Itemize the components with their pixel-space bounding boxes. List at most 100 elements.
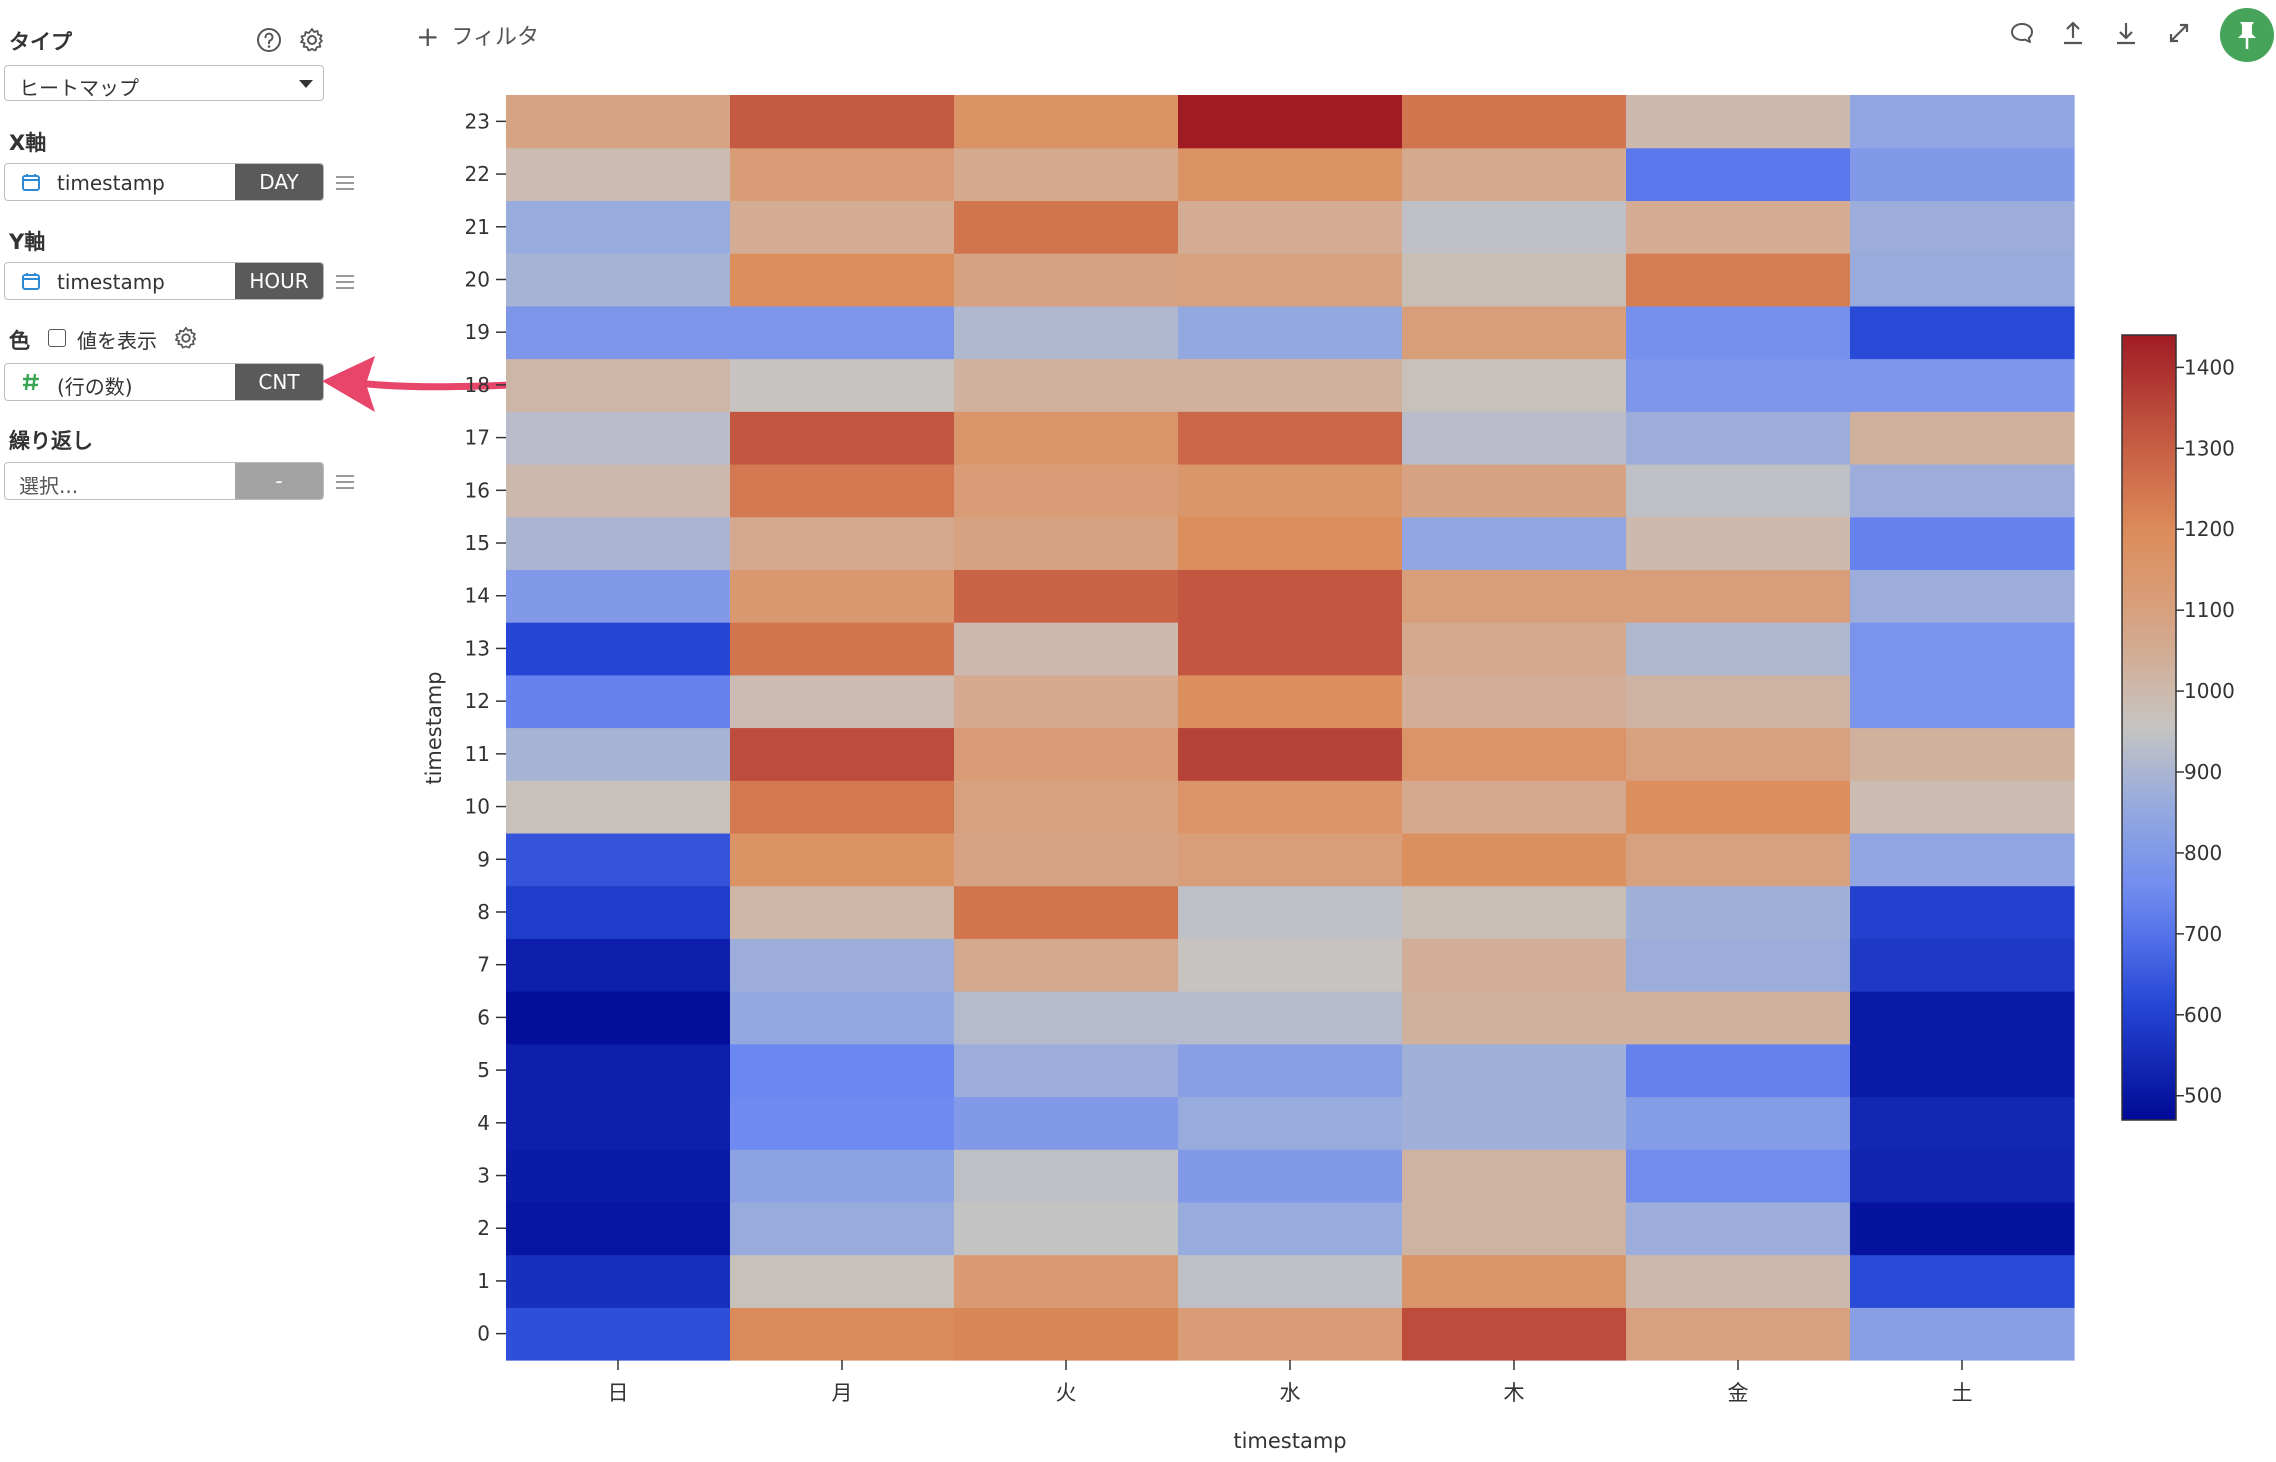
heatmap-cell bbox=[1402, 305, 1627, 360]
heatmap-cell bbox=[1850, 1149, 2075, 1203]
y-tick-label: 11 bbox=[465, 742, 490, 766]
heatmap-cell bbox=[506, 147, 731, 202]
heatmap-cell bbox=[506, 1149, 731, 1203]
heatmap-cell bbox=[1178, 780, 1403, 834]
heatmap-cell bbox=[1402, 1096, 1627, 1150]
heatmap-cell bbox=[954, 1043, 1179, 1098]
heatmap-cell bbox=[730, 832, 955, 887]
heatmap-cell bbox=[1850, 727, 2075, 781]
heatmap-cell bbox=[1626, 200, 1851, 254]
heatmap-cell bbox=[1626, 622, 1851, 676]
y-tick-label: 2 bbox=[477, 1216, 490, 1240]
heatmap-cell bbox=[1402, 1043, 1627, 1098]
heatmap-cell bbox=[730, 95, 955, 149]
heatmap-cell bbox=[1178, 832, 1403, 887]
y-tick-label: 18 bbox=[465, 373, 490, 397]
heatmap-cell bbox=[730, 253, 955, 307]
heatmap-cell bbox=[954, 938, 1179, 992]
help-circle-icon[interactable] bbox=[255, 26, 283, 54]
heatmap-cell bbox=[954, 516, 1179, 570]
heatmap-cell bbox=[954, 253, 1179, 307]
heatmap-cell bbox=[1178, 674, 1403, 729]
heatmap-cell bbox=[730, 516, 955, 570]
heatmap-cell bbox=[1402, 622, 1627, 676]
y-tick-label: 23 bbox=[465, 109, 490, 133]
heatmap-cell bbox=[1626, 1149, 1851, 1203]
heatmap-cell bbox=[730, 1096, 955, 1150]
heatmap-cell bbox=[1402, 463, 1627, 518]
y-tick-label: 19 bbox=[465, 320, 490, 344]
heatmap-cell bbox=[1402, 727, 1627, 781]
heatmap-cell bbox=[506, 938, 731, 992]
heatmap-cell bbox=[1626, 832, 1851, 887]
heatmap-cell bbox=[1178, 1307, 1403, 1361]
heatmap-cell bbox=[954, 1254, 1179, 1308]
heatmap-cell bbox=[1178, 727, 1403, 781]
x-axis-aggregation-button[interactable]: DAY bbox=[235, 164, 323, 200]
y-tick-label: 6 bbox=[477, 1005, 490, 1029]
heatmap-cell bbox=[730, 200, 955, 254]
x-tick-label: 月 bbox=[832, 1381, 853, 1405]
show-values-checkbox[interactable] bbox=[48, 329, 66, 347]
comment-icon[interactable] bbox=[2007, 18, 2037, 48]
colorbar: 500 600 700 800 900 1000 1100 1200 1300 1400 bbox=[2121, 334, 2235, 1121]
x-axis-menu-icon[interactable] bbox=[336, 176, 354, 190]
gear-icon[interactable] bbox=[298, 26, 326, 54]
heatmap-cell bbox=[954, 1201, 1179, 1256]
color-aggregation-cnt[interactable]: CNT bbox=[235, 364, 323, 400]
heatmap-cell bbox=[506, 780, 731, 834]
heatmap-cell bbox=[954, 991, 1179, 1045]
upload-icon[interactable] bbox=[2058, 18, 2088, 48]
heatmap-cell bbox=[1850, 463, 2075, 518]
color-field-name: (行の数) bbox=[57, 375, 133, 399]
color-field[interactable]: (行の数) CNT bbox=[4, 363, 324, 401]
heatmap-cell bbox=[1178, 95, 1403, 149]
chart-type-select[interactable]: ヒートマップ bbox=[4, 65, 324, 101]
download-icon[interactable] bbox=[2111, 18, 2141, 48]
chevron-down-icon bbox=[299, 80, 313, 88]
x-axis-field[interactable]: timestamp DAY bbox=[4, 163, 324, 201]
heatmap-cell bbox=[1626, 780, 1851, 834]
heatmap-cell bbox=[1626, 674, 1851, 729]
heatmap-cell bbox=[1850, 622, 2075, 676]
y-axis-menu-icon[interactable] bbox=[336, 275, 354, 289]
heatmap-cell bbox=[730, 1043, 955, 1098]
heatmap-cell bbox=[1178, 200, 1403, 254]
heatmap-cell bbox=[1178, 1096, 1403, 1150]
add-filter-button[interactable]: + フィルタ bbox=[416, 18, 539, 53]
repeat-menu-icon[interactable] bbox=[336, 475, 354, 489]
heatmap-cell bbox=[1626, 411, 1851, 465]
heatmap-cell bbox=[1178, 516, 1403, 570]
repeat-field[interactable]: 選択... - bbox=[4, 462, 324, 500]
heatmap-cell bbox=[1850, 305, 2075, 360]
y-tick-label: 17 bbox=[465, 426, 490, 450]
heatmap-cell bbox=[730, 991, 955, 1045]
heatmap-cell bbox=[506, 358, 731, 412]
heatmap-cell bbox=[1178, 1043, 1403, 1098]
repeat-aggregation-button[interactable]: - bbox=[235, 463, 323, 499]
y-axis-field[interactable]: timestamp HOUR bbox=[4, 262, 324, 300]
x-tick-label: 木 bbox=[1504, 1381, 1525, 1405]
heatmap-cell bbox=[730, 1149, 955, 1203]
colorbar-tick-label: 1400 bbox=[2184, 355, 2235, 379]
heatmap-cell bbox=[1850, 1307, 2075, 1361]
heatmap-cell bbox=[954, 358, 1179, 412]
heatmap-cell bbox=[730, 780, 955, 834]
calendar-icon bbox=[21, 271, 41, 291]
heatmap-cell bbox=[506, 95, 731, 149]
heatmap-cell bbox=[954, 95, 1179, 149]
y-tick-label: 16 bbox=[465, 478, 490, 502]
heatmap-cell bbox=[506, 1043, 731, 1098]
colorbar-tick-label: 800 bbox=[2184, 841, 2222, 865]
y-tick-label: 13 bbox=[465, 636, 490, 660]
heatmap-cells bbox=[506, 95, 2075, 1361]
expand-icon[interactable] bbox=[2164, 18, 2194, 48]
y-axis-aggregation-button[interactable]: HOUR bbox=[235, 263, 323, 299]
y-tick-label: 14 bbox=[465, 584, 490, 608]
heatmap-cell bbox=[1850, 1254, 2075, 1308]
gear-icon[interactable] bbox=[173, 325, 199, 351]
heatmap-cell bbox=[954, 305, 1179, 360]
pin-button[interactable] bbox=[2220, 8, 2274, 62]
heatmap-cell bbox=[506, 727, 731, 781]
